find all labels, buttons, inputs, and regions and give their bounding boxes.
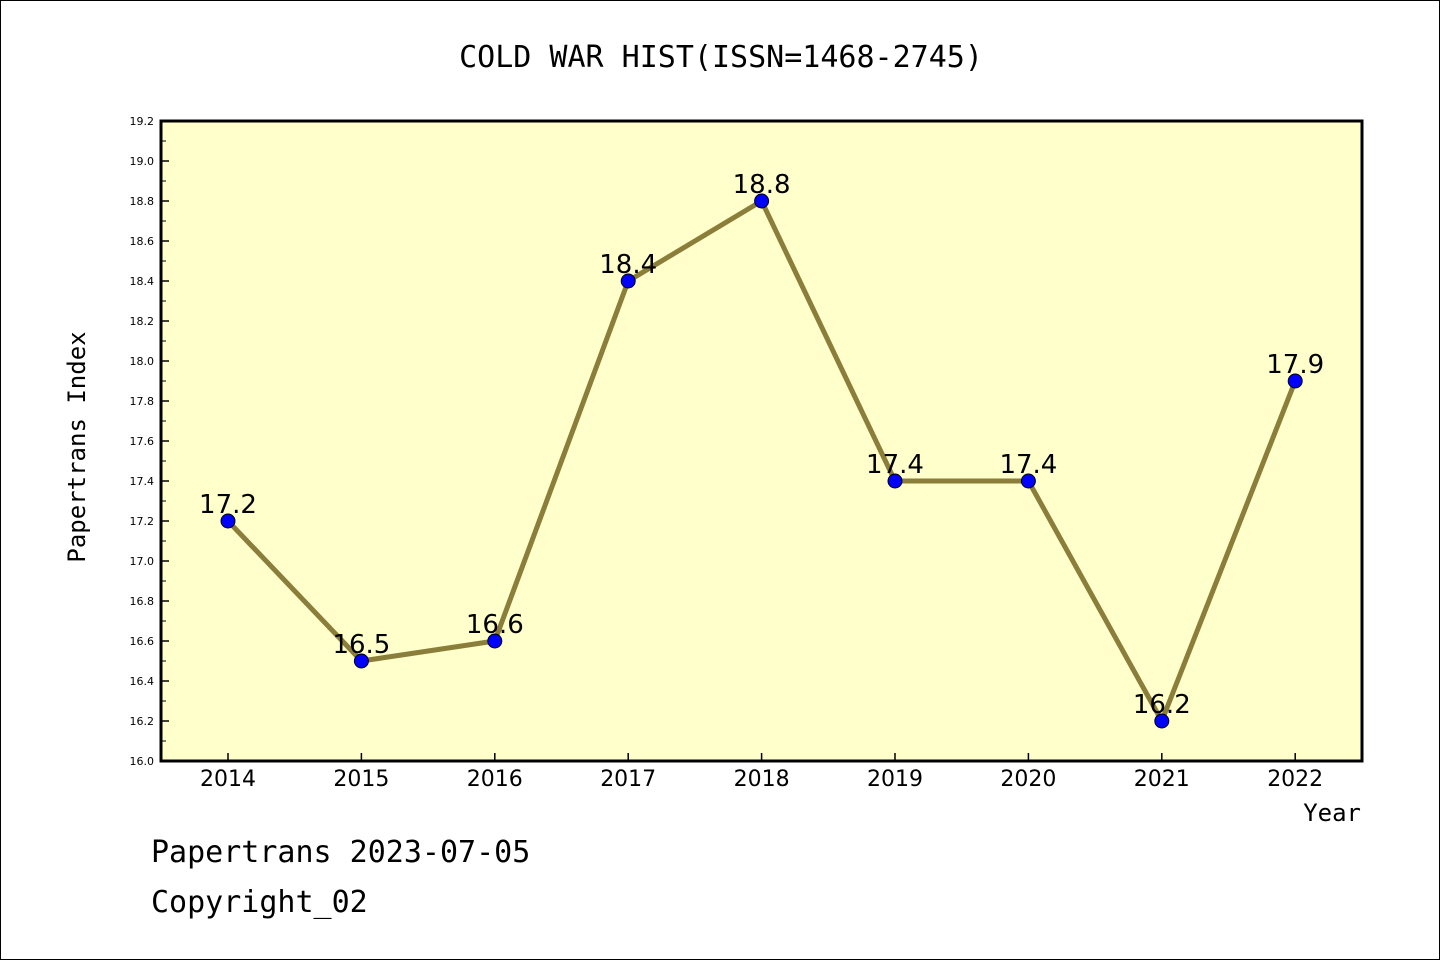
x-tick-label: 2020: [1000, 767, 1056, 792]
footer-copyright: Copyright_02: [151, 885, 368, 920]
y-tick-label: 17.0: [130, 555, 155, 568]
x-axis-label: Year: [1303, 799, 1361, 827]
chart-title: COLD WAR HIST(ISSN=1468-2745): [459, 40, 983, 75]
y-axis: 16.0 16.2 16.4 16.6 16.8 17.0 17.2 17.4 17.6 17.8…: [130, 115, 169, 768]
data-point: [220, 513, 236, 529]
data-label: 17.2: [199, 490, 257, 520]
data-label: 17.4: [866, 450, 924, 480]
y-tick-label: 16.4: [130, 675, 155, 688]
y-tick-label: 19.2: [130, 115, 155, 128]
x-tick-label: 2019: [867, 767, 923, 792]
data-label: 18.4: [599, 250, 657, 280]
x-tick-label: 2018: [734, 767, 790, 792]
data-label: 16.2: [1133, 690, 1191, 720]
y-tick-label: 17.6: [130, 435, 155, 448]
x-tick-label: 2014: [200, 767, 256, 792]
data-point: [754, 193, 770, 209]
data-label: 16.6: [466, 610, 524, 640]
data-point: [620, 273, 636, 289]
data-label: 18.8: [733, 170, 791, 200]
y-tick-label: 17.2: [130, 515, 155, 528]
y-tick-label: 19.0: [130, 155, 155, 168]
x-tick-label: 2021: [1134, 767, 1190, 792]
data-point: [887, 473, 903, 489]
y-tick-label: 18.8: [130, 195, 155, 208]
data-label: 17.4: [999, 450, 1057, 480]
y-axis-label: Papertrans Index: [63, 331, 91, 562]
y-tick-label: 16.0: [130, 755, 155, 768]
data-point: [1154, 713, 1170, 729]
footer-date-line: Papertrans 2023-07-05: [151, 835, 531, 870]
data-label: 16.5: [332, 630, 390, 660]
x-tick-label: 2017: [600, 767, 656, 792]
y-tick-label: 17.8: [130, 395, 155, 408]
y-tick-label: 18.6: [130, 235, 155, 248]
data-point: [487, 633, 503, 649]
y-tick-label: 18.2: [130, 315, 155, 328]
x-tick-label: 2016: [467, 767, 523, 792]
y-tick-label: 16.8: [130, 595, 155, 608]
x-tick-label: 2015: [333, 767, 389, 792]
y-tick-label: 18.4: [130, 275, 155, 288]
y-tick-label: 17.4: [130, 475, 155, 488]
data-point: [1020, 473, 1036, 489]
data-point: [1287, 373, 1303, 389]
y-tick-label: 16.6: [130, 635, 155, 648]
series-group: 17.2 16.5 16.6 18.4 18.8 17.4 17.4 16.2 17.9: [199, 170, 1324, 729]
data-point: [353, 653, 369, 669]
data-label: 17.9: [1266, 350, 1324, 380]
x-axis: 2014 2015 2016 2017 2018 2019 2020 2021 2022: [200, 753, 1323, 792]
x-tick-label: 2022: [1267, 767, 1323, 792]
y-tick-label: 18.0: [130, 355, 155, 368]
y-tick-label: 16.2: [130, 715, 155, 728]
